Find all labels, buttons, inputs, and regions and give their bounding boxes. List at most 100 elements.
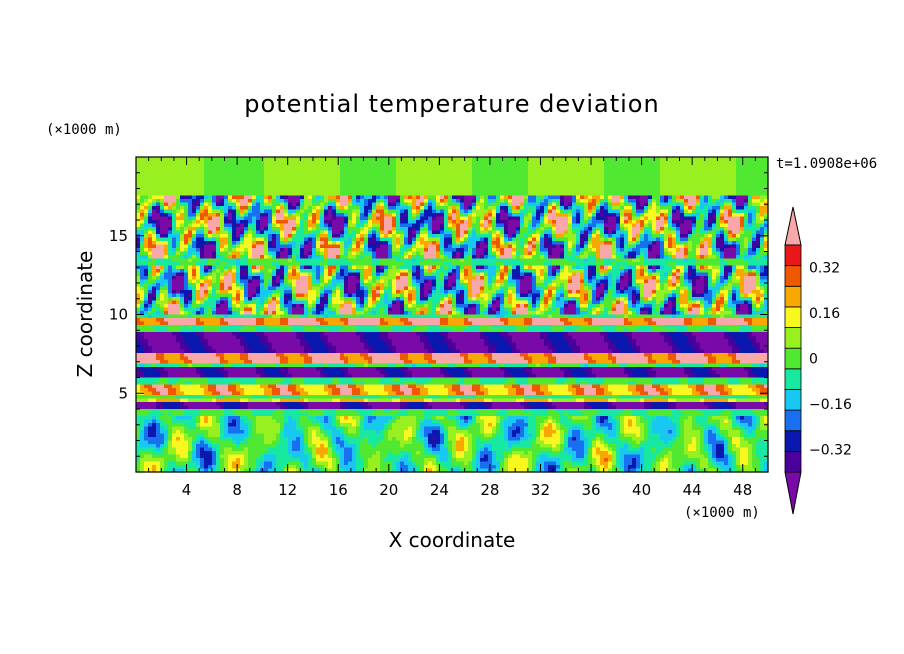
heatmap-cell [700, 157, 705, 162]
heatmap-cell [528, 265, 533, 270]
heatmap-cell [360, 265, 365, 270]
heatmap-cell [388, 227, 393, 232]
heatmap-cell [708, 195, 713, 200]
heatmap-cell [764, 223, 769, 228]
heatmap-cell [724, 209, 729, 214]
heatmap-cell [528, 192, 533, 197]
heatmap-cell [748, 216, 753, 221]
heatmap-cell [288, 202, 293, 207]
heatmap-cell [648, 188, 653, 193]
heatmap-cell [608, 220, 613, 225]
heatmap-cell [224, 157, 229, 162]
heatmap-cell [240, 230, 245, 235]
heatmap-cell [568, 192, 573, 197]
heatmap-cell [392, 220, 397, 225]
heatmap-cell [744, 178, 749, 183]
heatmap-cell [324, 223, 329, 228]
heatmap-cell [464, 255, 469, 260]
heatmap-cell [748, 237, 753, 242]
heatmap-cell [540, 216, 545, 221]
heatmap-cell [196, 244, 201, 249]
heatmap-cell [532, 160, 537, 165]
heatmap-cell [596, 199, 601, 204]
heatmap-cell [592, 213, 597, 218]
heatmap-cell [480, 227, 485, 232]
heatmap-cell [428, 262, 433, 267]
heatmap-cell [224, 181, 229, 186]
heatmap-cell [156, 244, 161, 249]
heatmap-cell [580, 230, 585, 235]
heatmap-cell [748, 241, 753, 246]
heatmap-cell [432, 227, 437, 232]
heatmap-cell [624, 164, 629, 169]
heatmap-cell [288, 265, 293, 270]
heatmap-cell [328, 230, 333, 235]
heatmap-cell [664, 206, 669, 211]
heatmap-cell [260, 195, 265, 200]
heatmap-cell [316, 220, 321, 225]
heatmap-cell [612, 206, 617, 211]
heatmap-cell [620, 209, 625, 214]
heatmap-cell [592, 178, 597, 183]
heatmap-cell [448, 213, 453, 218]
heatmap-cell [364, 258, 369, 263]
heatmap-cell [452, 244, 457, 249]
heatmap-cell [472, 262, 477, 267]
heatmap-cell [544, 262, 549, 267]
heatmap-cell [180, 195, 185, 200]
heatmap-cell [408, 192, 413, 197]
heatmap-cell [440, 248, 445, 253]
heatmap-cell [292, 185, 297, 190]
heatmap-cell [540, 213, 545, 218]
heatmap-cell [564, 157, 569, 162]
heatmap-cell [168, 216, 173, 221]
heatmap-cell [436, 199, 441, 204]
heatmap-cell [328, 181, 333, 186]
heatmap-cell [644, 206, 649, 211]
heatmap-cell [564, 227, 569, 232]
heatmap-cell [148, 171, 153, 176]
heatmap-cell [508, 234, 513, 239]
heatmap-cell [396, 202, 401, 207]
heatmap-cell [220, 234, 225, 239]
heatmap-cell [520, 181, 525, 186]
heatmap-cell [364, 248, 369, 253]
heatmap-cell [752, 188, 757, 193]
heatmap-cell [536, 241, 541, 246]
heatmap-cell [484, 227, 489, 232]
heatmap-cell [172, 258, 177, 263]
heatmap-cell [432, 258, 437, 263]
heatmap-cell [200, 258, 205, 263]
heatmap-cell [444, 216, 449, 221]
heatmap-cell [484, 244, 489, 249]
heatmap-cell [172, 192, 177, 197]
heatmap-cell [692, 258, 697, 263]
heatmap-cell [588, 195, 593, 200]
heatmap-cell [632, 192, 637, 197]
heatmap-cell [228, 206, 233, 211]
heatmap-cell [344, 265, 349, 270]
heatmap-cell [556, 188, 561, 193]
heatmap-cell [600, 227, 605, 232]
heatmap-cell [452, 220, 457, 225]
heatmap-cell [528, 178, 533, 183]
heatmap-cell [668, 174, 673, 179]
heatmap-cell [268, 164, 273, 169]
heatmap-cell [308, 167, 313, 172]
heatmap-cell [604, 227, 609, 232]
heatmap-cell [256, 157, 261, 162]
heatmap-cell [180, 185, 185, 190]
heatmap-cell [236, 241, 241, 246]
heatmap-cell [284, 220, 289, 225]
heatmap-cell [636, 181, 641, 186]
heatmap-cell [428, 213, 433, 218]
heatmap-cell [188, 209, 193, 214]
heatmap-cell [332, 178, 337, 183]
heatmap-cell [400, 251, 405, 256]
heatmap-cell [704, 262, 709, 267]
heatmap-cell [372, 157, 377, 162]
heatmap-cell [552, 213, 557, 218]
heatmap-cell [144, 223, 149, 228]
heatmap-cell [148, 157, 153, 162]
heatmap-cell [368, 241, 373, 246]
